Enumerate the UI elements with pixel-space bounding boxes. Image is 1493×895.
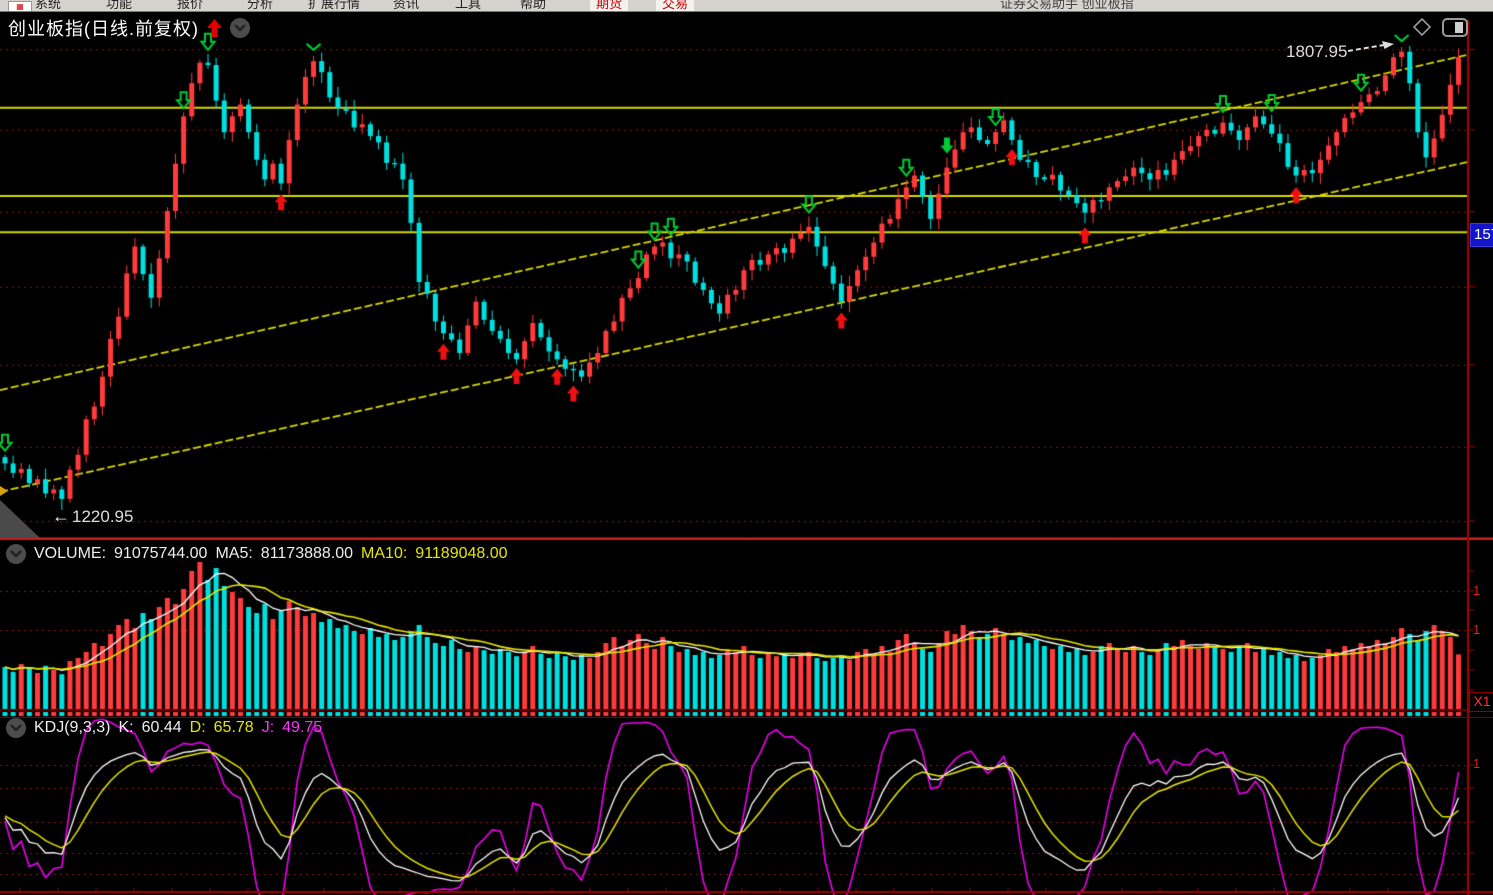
volume-panel-header: VOLUME: 91075744.00 MA5: 81173888.00 MA1… bbox=[6, 544, 508, 564]
volume-chart[interactable] bbox=[0, 538, 1493, 718]
d-label: D: bbox=[189, 719, 206, 736]
ma10-label: MA10: bbox=[361, 545, 408, 562]
ma5-value: 81173888.00 bbox=[260, 545, 354, 562]
menu-bar-right-text: 证券交易助手 创业板指 bbox=[1000, 0, 1134, 11]
volume-collapse-icon[interactable] bbox=[6, 544, 26, 564]
main-candlestick-chart[interactable] bbox=[0, 12, 1493, 538]
volume-axis-label-1: 1 bbox=[1473, 583, 1481, 598]
k-value: 60.44 bbox=[141, 719, 182, 736]
volume-value: 91075744.00 bbox=[114, 545, 208, 562]
j-value: 49.75 bbox=[282, 719, 323, 736]
menu-item-6[interactable]: 工具 bbox=[455, 0, 482, 11]
page-curl-decoration bbox=[0, 500, 40, 538]
d-value: 65.78 bbox=[213, 719, 254, 736]
left-arrow-icon: ← bbox=[52, 506, 70, 526]
window-controls bbox=[1412, 17, 1468, 37]
menu-item-3[interactable]: 分析 bbox=[247, 0, 274, 11]
volume-label: VOLUME: bbox=[34, 545, 107, 562]
high-pointer-arrow-icon bbox=[1348, 41, 1394, 52]
menu-item-7[interactable]: 帮助 bbox=[520, 0, 547, 11]
ma5-label: MA5: bbox=[215, 545, 253, 562]
k-label: K: bbox=[118, 719, 134, 736]
menu-item-red-1[interactable]: 交易 bbox=[656, 0, 695, 11]
menu-item-5[interactable]: 资讯 bbox=[393, 0, 420, 11]
kdj-axis-label: 1 bbox=[1473, 756, 1481, 771]
window-layout-icon[interactable] bbox=[1442, 17, 1468, 37]
chart-title: 创业板指(日线.前复权) bbox=[8, 19, 199, 39]
menu-item-2[interactable]: 报价 bbox=[177, 0, 204, 11]
menu-item-red-0[interactable]: 期货 bbox=[590, 0, 629, 11]
diamond-icon[interactable] bbox=[1412, 17, 1432, 37]
menu-item-4[interactable]: 扩展行情 bbox=[308, 0, 361, 11]
kdj-indicator-label: KDJ(9,3,3) bbox=[34, 719, 111, 736]
menu-item-1[interactable]: 功能 bbox=[106, 0, 133, 11]
volume-axis-label-2: 1 bbox=[1473, 622, 1481, 637]
kdj-panel-header: KDJ(9,3,3) K: 60.44 D: 65.78 J: 49.75 bbox=[6, 718, 322, 738]
menu-item-0[interactable]: 系统 bbox=[35, 0, 62, 11]
collapse-chevron-icon[interactable] bbox=[230, 18, 250, 38]
chart-title-bar: 创业板指(日线.前复权) bbox=[8, 16, 250, 40]
low-price-annotation: ← 1220.95 bbox=[52, 506, 133, 527]
ma10-value: 91189048.00 bbox=[415, 545, 508, 562]
kdj-chart[interactable] bbox=[0, 718, 1493, 895]
left-edge-marker-icon bbox=[0, 486, 8, 496]
trendline-price-box: 1573 bbox=[1470, 223, 1493, 247]
price-up-arrow-icon bbox=[207, 19, 222, 37]
menu-bar: ▦ 证券交易助手 创业板指 系统 功能 报价 分析 扩展行情 资讯 工具 帮助 期货 交易 bbox=[0, 0, 1493, 12]
app-icon[interactable]: ▦ bbox=[8, 1, 32, 11]
low-price-value: 1220.95 bbox=[72, 506, 134, 526]
volume-multiplier-badge: X1 bbox=[1469, 692, 1493, 712]
kdj-collapse-icon[interactable] bbox=[6, 718, 26, 738]
high-price-annotation: 1807.95 bbox=[1286, 42, 1348, 61]
j-label: J: bbox=[261, 719, 275, 736]
